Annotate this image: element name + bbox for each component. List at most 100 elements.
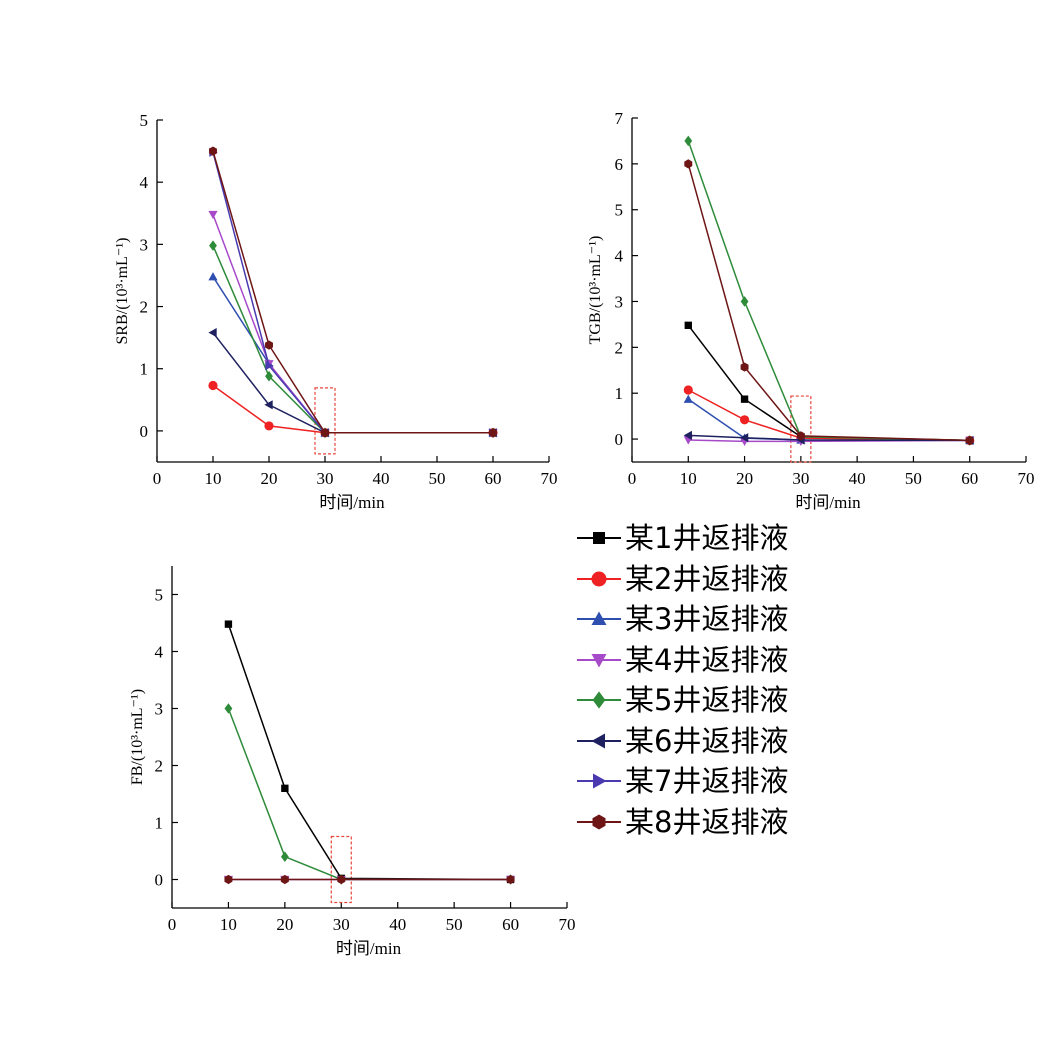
legend-marker xyxy=(591,653,607,668)
y-tick-label: 5 xyxy=(155,586,164,605)
chart-panel-3: 0 10 20 30 40 50 60 70 0 1 2 3 4 5 时间/min FB/(10³·mL⁻¹) xyxy=(129,566,576,958)
legend-label: 某4井返排液 xyxy=(625,642,789,677)
highlight-box xyxy=(790,395,812,463)
data-point xyxy=(208,272,218,281)
x-tick-label: 40 xyxy=(389,915,406,934)
legend-item: 某3井返排液 xyxy=(575,599,835,640)
series-line xyxy=(687,389,970,442)
series xyxy=(209,240,497,439)
series-line xyxy=(212,384,493,434)
series-line xyxy=(687,324,970,442)
legend-item: 某1井返排液 xyxy=(575,518,835,559)
series xyxy=(208,380,498,438)
data-point xyxy=(280,874,289,885)
legend-label: 某3井返排液 xyxy=(625,602,789,637)
legend-marker xyxy=(593,532,605,545)
data-point xyxy=(684,321,692,329)
y-tick-label: 3 xyxy=(140,235,149,254)
legend-swatch xyxy=(577,611,621,626)
series-line xyxy=(687,163,970,442)
series xyxy=(224,874,515,885)
x-tick-label: 0 xyxy=(168,915,177,934)
series-line xyxy=(227,708,511,881)
y-tick-label: 4 xyxy=(155,643,164,662)
legend-swatch xyxy=(577,532,621,545)
y-tick-label: 0 xyxy=(140,422,149,441)
x-tick-label: 40 xyxy=(373,469,390,488)
data-point xyxy=(208,380,218,391)
legend-swatch xyxy=(577,691,621,709)
data-point xyxy=(683,394,693,403)
data-point xyxy=(321,428,329,438)
data-point xyxy=(209,240,217,251)
y-tick-label: 3 xyxy=(155,700,164,719)
legend-item: 某7井返排液 xyxy=(575,761,835,802)
legend-marker xyxy=(592,691,606,709)
data-point xyxy=(264,400,273,410)
legend-item: 某6井返排液 xyxy=(575,721,835,762)
data-point xyxy=(740,296,749,307)
x-tick-label: 30 xyxy=(317,469,334,488)
y-axis-label: FB/(10³·mL⁻¹) xyxy=(129,689,146,785)
series-line xyxy=(212,332,493,434)
data-point xyxy=(683,385,693,395)
legend-marker xyxy=(591,571,607,587)
legend-swatch xyxy=(577,814,621,830)
x-tick-label: 10 xyxy=(220,915,237,934)
x-axis-label: 时间/min xyxy=(336,939,402,958)
legend-label: 某1井返排液 xyxy=(625,521,789,556)
series xyxy=(208,328,497,438)
data-point xyxy=(265,340,273,350)
legend-marker xyxy=(591,611,607,626)
data-point xyxy=(683,430,692,440)
y-tick-label: 1 xyxy=(140,360,149,379)
data-point xyxy=(209,146,217,156)
data-point xyxy=(264,421,274,431)
series xyxy=(684,135,974,446)
x-tick-label: 60 xyxy=(502,915,519,934)
legend-label: 某8井返排液 xyxy=(625,804,789,839)
legend-swatch xyxy=(577,733,621,749)
series-line xyxy=(212,152,493,434)
series xyxy=(209,147,498,438)
legend-label: 某7井返排液 xyxy=(625,764,789,799)
y-axis-label: TGB/(10³·mL⁻¹) xyxy=(587,236,604,345)
data-point xyxy=(506,874,515,885)
x-tick-label: 60 xyxy=(485,469,502,488)
x-tick-label: 20 xyxy=(276,915,293,934)
y-tick-label: 5 xyxy=(140,111,149,130)
series-line xyxy=(227,623,511,881)
series-line xyxy=(212,150,493,434)
legend-label: 某2井返排液 xyxy=(625,561,789,596)
x-tick-label: 30 xyxy=(333,915,350,934)
y-tick-label: 4 xyxy=(140,173,149,192)
y-axis-label: SRB/(10³·mL⁻¹) xyxy=(114,238,131,345)
y-tick-label: 6 xyxy=(615,155,624,174)
x-tick-label: 50 xyxy=(429,469,446,488)
x-tick-label: 0 xyxy=(153,469,162,488)
y-tick-label: 0 xyxy=(615,430,624,449)
x-axis-label: 时间/min xyxy=(319,493,385,512)
data-point xyxy=(281,784,289,792)
y-tick-label: 4 xyxy=(615,247,624,266)
y-tick-label: 0 xyxy=(155,871,164,890)
legend: 某1井返排液 某2井返排液 某3井返排液 某4井返排液 某5井返排液 某6井返排液 某7井返… xyxy=(575,518,835,842)
legend-item: 某4井返排液 xyxy=(575,640,835,681)
y-tick-label: 2 xyxy=(615,338,624,357)
legend-label: 某5井返排液 xyxy=(625,683,789,718)
legend-item: 某5井返排液 xyxy=(575,680,835,721)
legend-marker xyxy=(593,773,607,789)
highlight-box xyxy=(314,387,336,455)
highlight-box xyxy=(330,835,352,904)
series-line xyxy=(688,434,970,442)
legend-marker xyxy=(591,733,605,749)
data-point xyxy=(280,851,289,862)
x-tick-label: 70 xyxy=(1018,469,1035,488)
x-tick-label: 50 xyxy=(905,469,922,488)
chart-panel-1: 0 10 20 30 40 50 60 70 0 1 2 3 4 5 时间/min SRB/(10³·mL⁻¹… xyxy=(114,111,558,512)
x-tick-label: 20 xyxy=(261,469,278,488)
data-point xyxy=(965,435,974,446)
series-line xyxy=(212,214,493,434)
